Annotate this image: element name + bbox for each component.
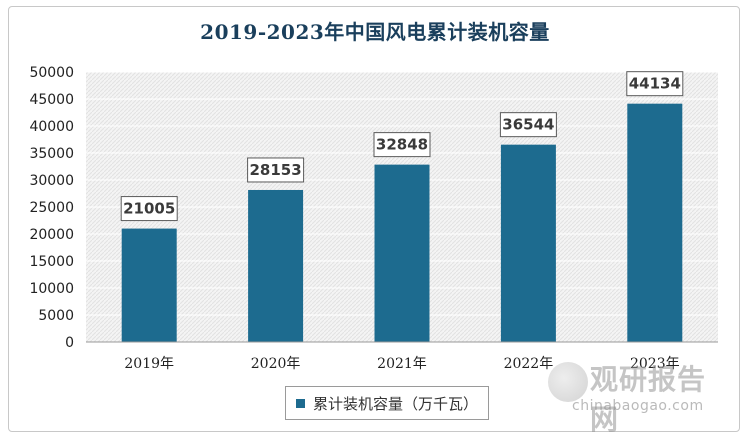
x-tick-label: 2021年: [377, 356, 427, 372]
x-axis-ticks: 2019年 2020年 2021年 2022年 2023年: [124, 356, 679, 372]
data-label: 36544: [502, 116, 554, 134]
x-tick-label: 2022年: [504, 356, 554, 372]
data-label: 44134: [629, 75, 681, 93]
x-tick-label: 2019年: [124, 356, 174, 372]
data-label-box: [247, 157, 305, 183]
data-label: 21005: [123, 200, 175, 218]
data-label-box: [626, 71, 684, 97]
legend: 累计装机容量（万千瓦）: [285, 386, 490, 420]
bar: [627, 103, 683, 343]
y-tick-label: 20000: [29, 227, 74, 243]
bar: [374, 164, 430, 342]
legend-label: 累计装机容量（万千瓦）: [313, 394, 479, 413]
data-label-box: [120, 196, 178, 222]
watermark-logo-icon: [548, 362, 588, 402]
x-tick-label: 2020年: [251, 356, 301, 372]
bar: [121, 228, 177, 342]
y-tick-label: 0: [65, 335, 74, 351]
y-tick-label: 40000: [29, 119, 74, 135]
y-axis-ticks: 0 5000 10000 15000 20000 25000 30000 35000 40000…: [29, 65, 74, 351]
y-tick-label: 30000: [29, 173, 74, 189]
data-labels: 21005 28153 32848 36544 44134: [120, 71, 684, 222]
bars: [121, 103, 683, 343]
y-tick-label: 25000: [29, 200, 74, 216]
data-label: 28153: [250, 161, 302, 179]
data-label-box: [373, 132, 431, 158]
legend-swatch: [296, 398, 305, 408]
bar: [500, 144, 556, 342]
y-tick-label: 45000: [29, 92, 74, 108]
chart-title: 2019-2023年中国风电累计装机容量: [200, 20, 550, 44]
y-tick-label: 5000: [38, 308, 74, 324]
y-tick-label: 35000: [29, 146, 74, 162]
y-tick-label: 15000: [29, 254, 74, 270]
bar: [248, 189, 304, 342]
watermark: 观研报告网 chinabaogao.com: [548, 358, 728, 436]
data-label-box: [499, 112, 557, 138]
y-tick-label: 50000: [29, 65, 74, 81]
x-tick-label: 2023年: [630, 356, 680, 372]
y-tick-label: 10000: [29, 281, 74, 297]
watermark-title: 观研报告网: [590, 363, 707, 436]
watermark-subtitle: chinabaogao.com: [572, 398, 704, 414]
data-label: 32848: [376, 136, 428, 154]
